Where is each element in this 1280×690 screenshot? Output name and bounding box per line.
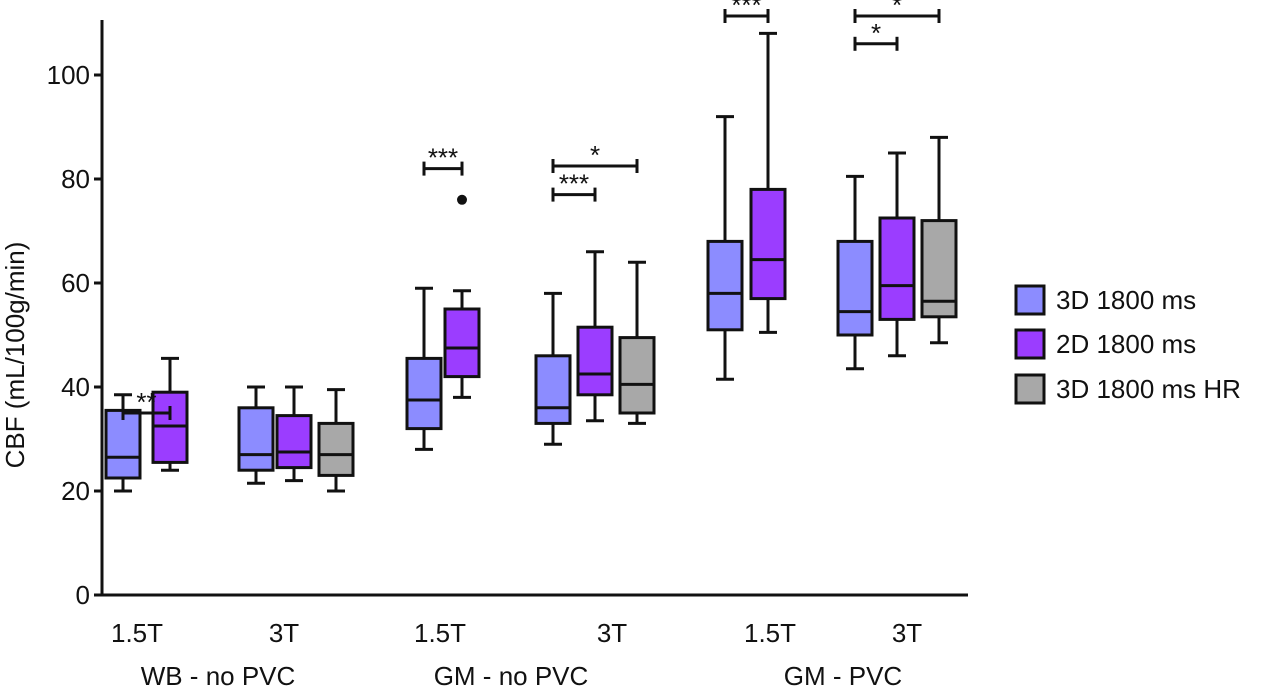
significance-label: *** <box>731 0 761 20</box>
box-3d-1800-ms-hr <box>920 135 958 345</box>
legend: 3D 1800 ms 2D 1800 ms 3D 1800 ms HR <box>1014 284 1241 405</box>
box-2d-1800-ms <box>576 250 614 423</box>
significance-label: ** <box>136 387 156 417</box>
legend-swatch <box>1014 328 1046 360</box>
box-iqr <box>749 187 787 301</box>
y-tick-label: 40 <box>61 372 90 402</box>
significance-label: *** <box>428 143 458 173</box>
significance-label: * <box>892 0 902 20</box>
significance-bracket: * <box>551 140 639 173</box>
y-tick-label: 60 <box>61 268 90 298</box>
significance-bracket: * <box>853 0 941 23</box>
x-group-label: GM - no PVC <box>434 661 589 690</box>
box-iqr <box>443 307 481 379</box>
x-group-label: WB - no PVC <box>141 661 296 690</box>
x-group-label: GM - PVC <box>784 661 902 690</box>
box-3d-1800-ms <box>405 286 443 451</box>
legend-swatch <box>1014 373 1046 405</box>
y-tick-label: 100 <box>47 60 90 90</box>
significance-bracket: *** <box>551 169 597 202</box>
y-axis-label: CBF (mL/100g/min) <box>0 242 30 469</box>
significance-bracket: *** <box>422 143 464 176</box>
legend-item: 2D 1800 ms <box>1014 328 1196 360</box>
box-2d-1800-ms <box>749 31 787 334</box>
x-subgroup-label: 3T <box>269 618 299 648</box>
axes: 0 20 40 60 80 100 CBF (mL/100g/min) 1.5T 3T WB - … <box>0 20 968 690</box>
box-3d-1800-ms-hr <box>618 260 656 425</box>
box-iqr <box>104 408 142 480</box>
box-iqr <box>576 325 614 397</box>
box-iqr <box>534 354 572 425</box>
legend-item: 3D 1800 ms HR <box>1014 373 1241 405</box>
x-subgroup-label: 3T <box>597 618 627 648</box>
y-tick-label: 0 <box>76 580 90 610</box>
box-iqr <box>237 406 275 472</box>
boxes <box>104 31 958 493</box>
significance-label: * <box>590 140 600 170</box>
box-iqr <box>317 421 355 477</box>
box-iqr <box>618 336 656 415</box>
box-iqr <box>878 216 916 321</box>
x-subgroup-label: 1.5T <box>111 618 163 648</box>
box-2d-1800-ms <box>878 151 916 358</box>
box-3d-1800-ms <box>836 174 874 371</box>
legend-swatch <box>1014 284 1046 316</box>
significance-bracket: * <box>853 18 899 51</box>
box-3d-1800-ms <box>534 291 572 446</box>
box-3d-1800-ms <box>706 115 744 381</box>
legend-label: 2D 1800 ms <box>1056 329 1196 359</box>
box-2d-1800-ms <box>151 356 189 472</box>
box-iqr <box>275 414 313 470</box>
box-3d-1800-ms <box>104 393 142 493</box>
significance-label: * <box>871 18 881 48</box>
significance-label: *** <box>559 169 589 199</box>
significance-brackets: ************** <box>121 0 941 420</box>
legend-label: 3D 1800 ms HR <box>1056 374 1241 404</box>
box-iqr <box>706 239 744 332</box>
box-2d-1800-ms <box>275 385 313 483</box>
significance-bracket: *** <box>723 0 770 23</box>
legend-label: 3D 1800 ms <box>1056 285 1196 315</box>
box-3d-1800-ms-hr <box>317 388 355 493</box>
y-tick-label: 20 <box>61 476 90 506</box>
box-3d-1800-ms <box>237 385 275 485</box>
x-subgroup-label: 1.5T <box>414 618 466 648</box>
significance-bracket: ** <box>121 387 172 420</box>
outlier-point <box>457 194 467 205</box>
legend-item: 3D 1800 ms <box>1014 284 1196 316</box>
box-2d-1800-ms <box>443 194 481 399</box>
x-subgroup-label: 1.5T <box>744 618 796 648</box>
x-subgroup-label: 3T <box>892 618 922 648</box>
y-tick-label: 80 <box>61 164 90 194</box>
box-iqr <box>836 239 874 337</box>
box-iqr <box>405 356 443 431</box>
